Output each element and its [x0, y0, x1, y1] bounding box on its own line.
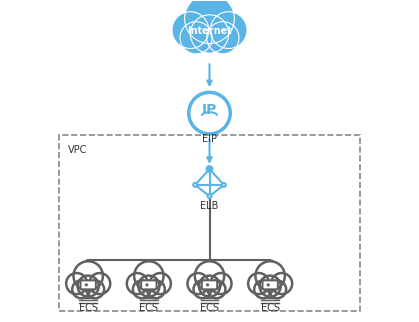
Text: ECS: ECS: [200, 303, 219, 314]
Circle shape: [172, 12, 209, 49]
Bar: [130, 287, 167, 294]
Text: Internet: Internet: [187, 26, 232, 36]
FancyBboxPatch shape: [80, 280, 96, 289]
Circle shape: [210, 273, 232, 294]
Bar: [252, 287, 289, 294]
Circle shape: [254, 280, 272, 298]
FancyBboxPatch shape: [262, 280, 278, 289]
Circle shape: [187, 273, 209, 294]
Circle shape: [260, 276, 281, 297]
Circle shape: [78, 276, 99, 297]
Circle shape: [195, 261, 224, 290]
Circle shape: [266, 283, 270, 287]
Circle shape: [127, 273, 148, 294]
Text: EIP: EIP: [202, 134, 217, 144]
Circle shape: [193, 183, 197, 187]
FancyBboxPatch shape: [202, 280, 217, 289]
Circle shape: [73, 261, 103, 290]
Circle shape: [210, 12, 247, 49]
Circle shape: [185, 0, 234, 43]
Text: ECS: ECS: [79, 303, 98, 314]
Circle shape: [190, 15, 229, 53]
Circle shape: [72, 280, 90, 298]
Bar: [70, 287, 107, 294]
Circle shape: [207, 166, 212, 172]
Circle shape: [134, 261, 163, 290]
Circle shape: [189, 92, 230, 134]
Circle shape: [66, 273, 87, 294]
Circle shape: [207, 22, 239, 54]
Circle shape: [145, 283, 148, 287]
Circle shape: [207, 280, 225, 298]
Text: ECS: ECS: [261, 303, 279, 314]
Bar: [179, 34, 240, 43]
Circle shape: [248, 273, 269, 294]
Circle shape: [150, 273, 171, 294]
Circle shape: [199, 276, 220, 297]
Text: ELB: ELB: [200, 201, 219, 211]
Circle shape: [256, 261, 285, 290]
Circle shape: [207, 194, 212, 198]
Circle shape: [86, 280, 104, 298]
Circle shape: [89, 273, 110, 294]
Circle shape: [85, 283, 88, 287]
Text: ECS: ECS: [140, 303, 158, 314]
Circle shape: [194, 280, 212, 298]
Circle shape: [271, 273, 292, 294]
FancyBboxPatch shape: [141, 280, 157, 289]
Circle shape: [147, 280, 165, 298]
Circle shape: [133, 280, 151, 298]
Circle shape: [222, 183, 226, 187]
Text: VPC: VPC: [67, 145, 87, 155]
Circle shape: [206, 283, 209, 287]
Bar: [191, 287, 228, 294]
Circle shape: [180, 22, 212, 54]
Text: IP: IP: [202, 103, 217, 117]
Circle shape: [268, 280, 286, 298]
Circle shape: [138, 276, 159, 297]
